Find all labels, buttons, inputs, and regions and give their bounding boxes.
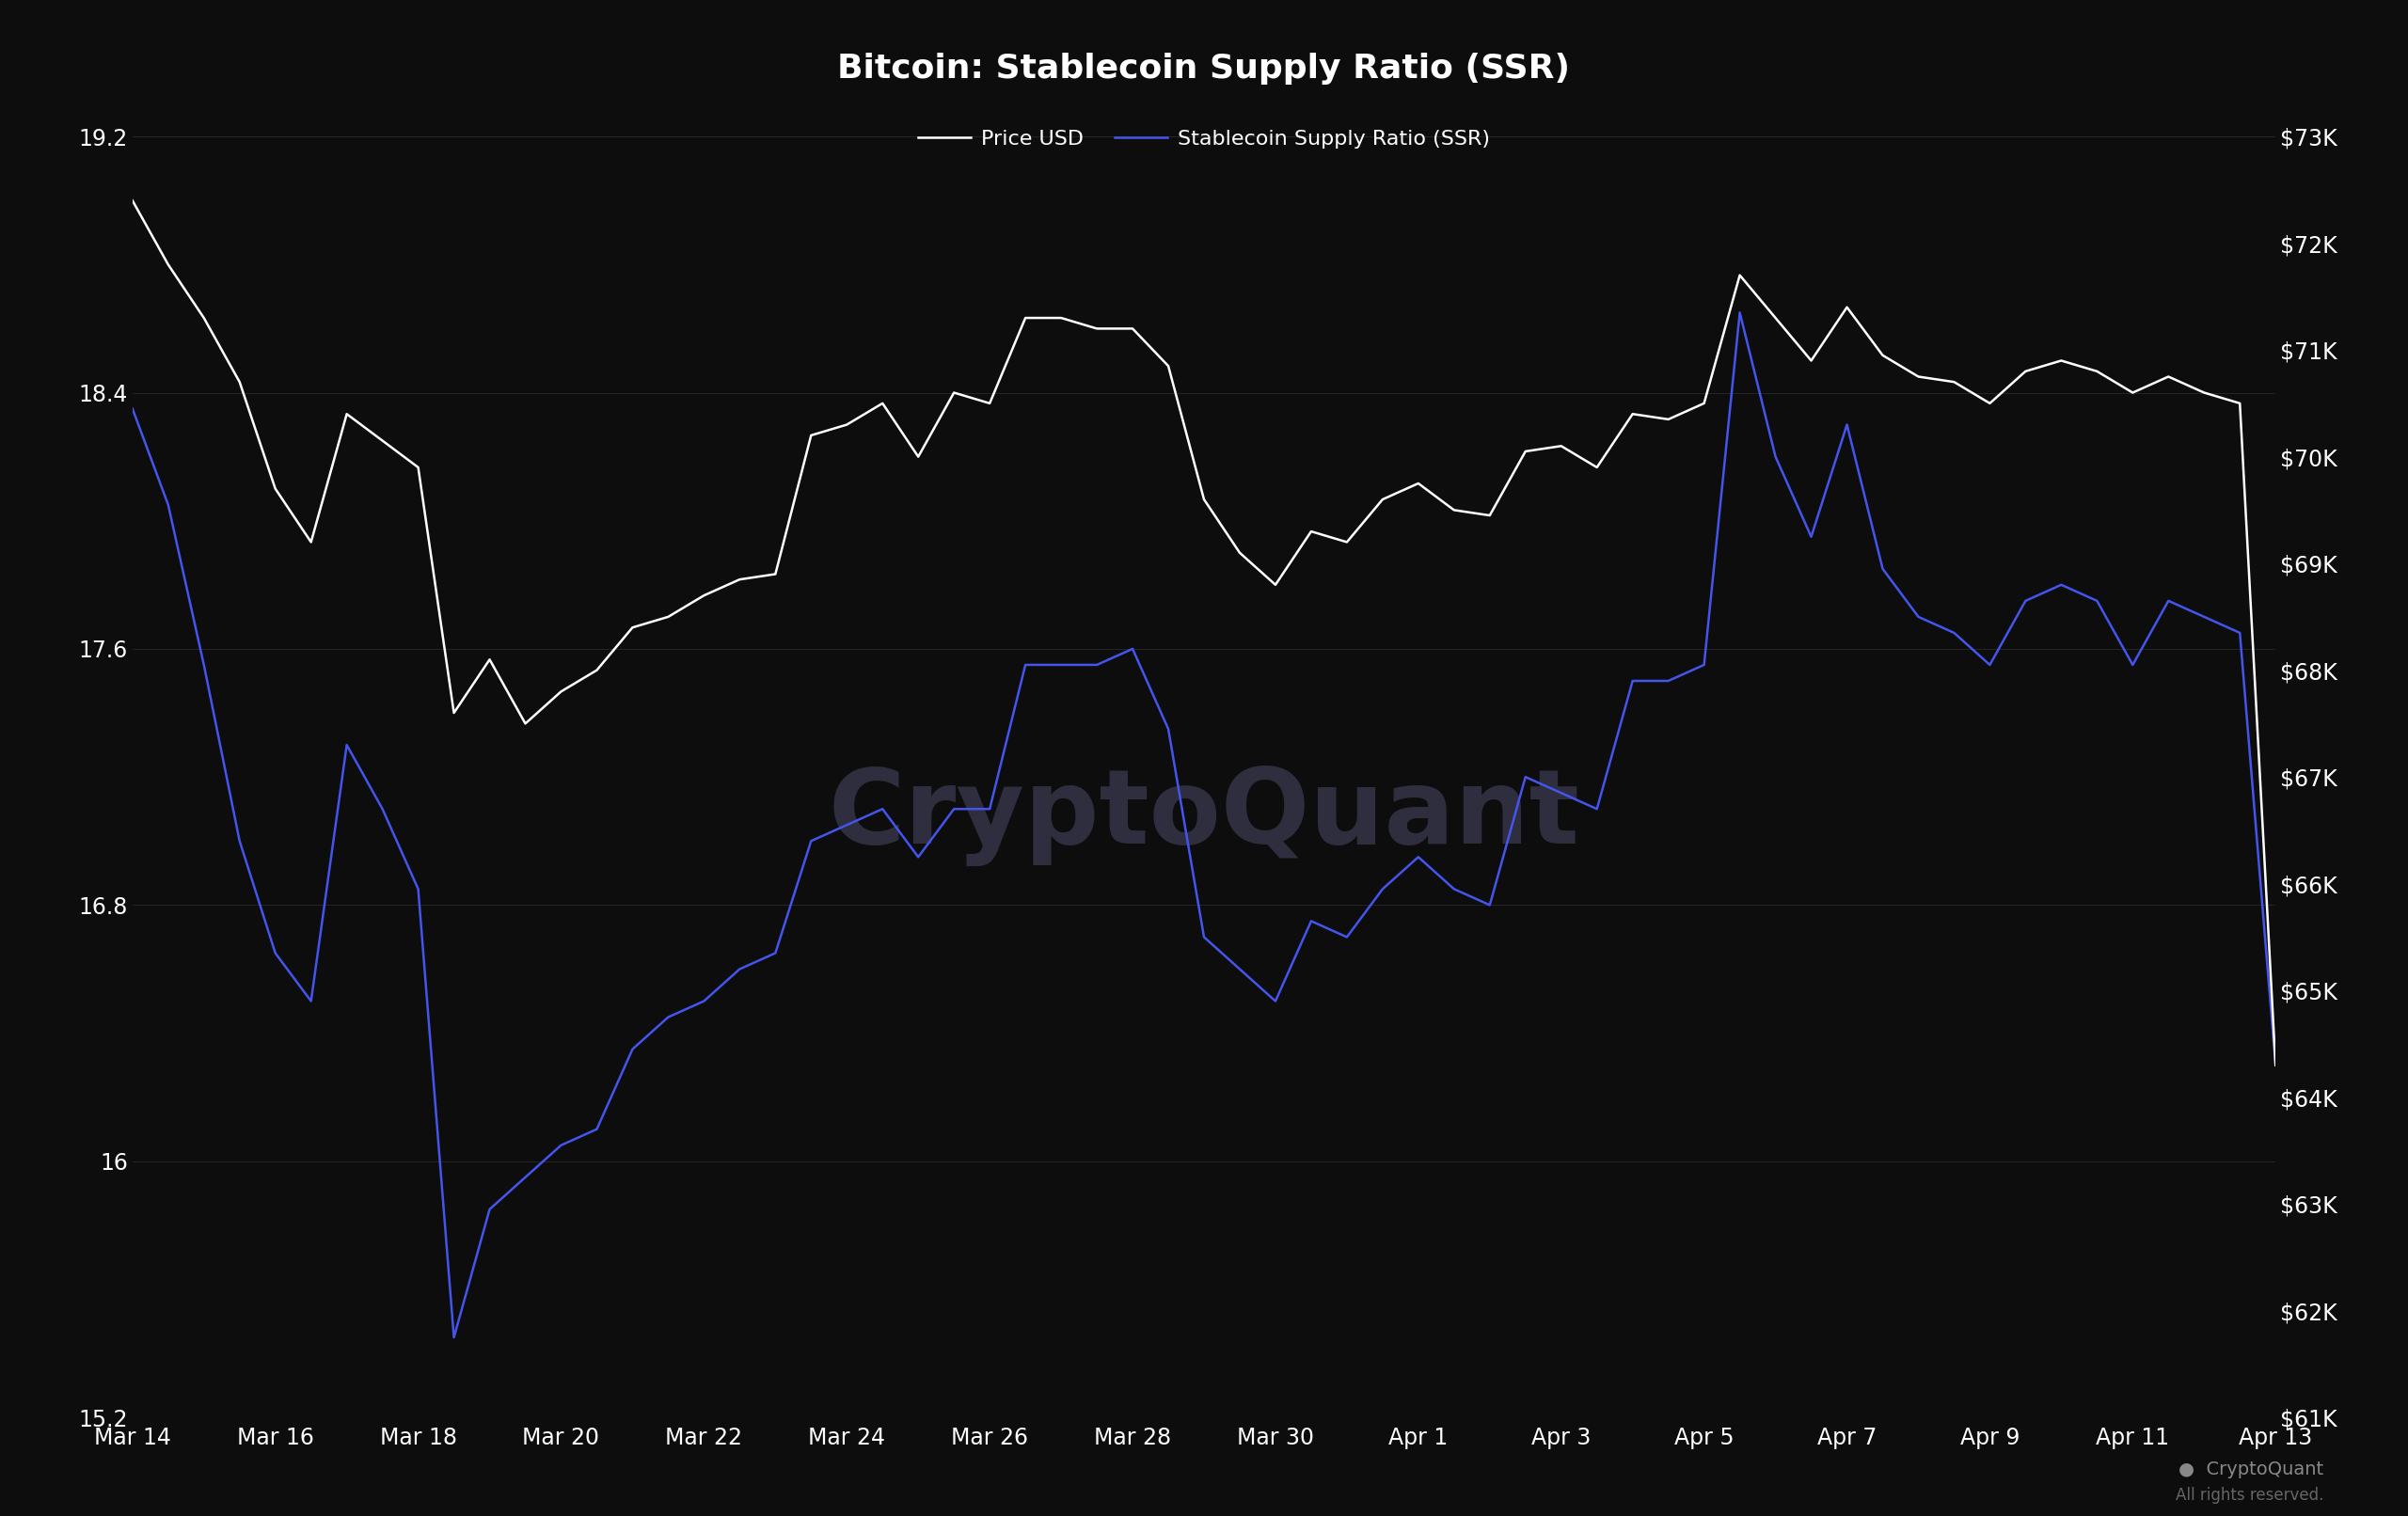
Text: All rights reserved.: All rights reserved. xyxy=(2177,1487,2324,1504)
Text: ●  CryptoQuant: ● CryptoQuant xyxy=(2179,1460,2324,1478)
Text: Bitcoin: Stablecoin Supply Ratio (SSR): Bitcoin: Stablecoin Supply Ratio (SSR) xyxy=(838,52,1570,85)
Legend: Price USD, Stablecoin Supply Ratio (SSR): Price USD, Stablecoin Supply Ratio (SSR) xyxy=(910,121,1498,156)
Text: CryptoQuant: CryptoQuant xyxy=(828,766,1580,866)
